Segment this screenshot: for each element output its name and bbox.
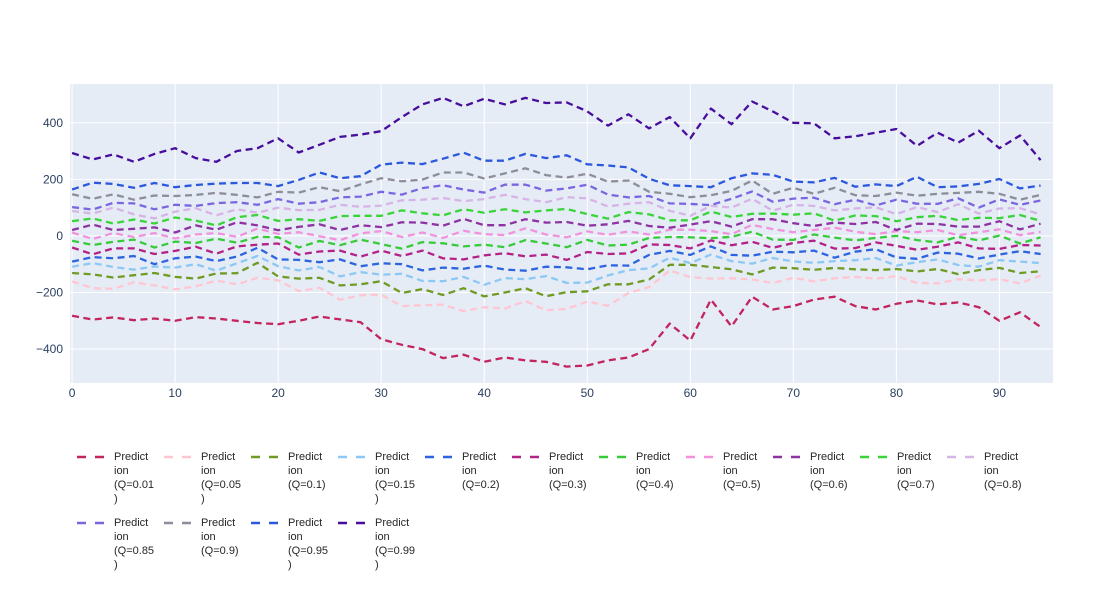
legend-item-q0.01[interactable]: Predict ion (Q=0.01): [77, 450, 164, 506]
legend-dash-swatch-icon: [77, 521, 107, 525]
x-tick-label: 10: [168, 386, 182, 400]
legend-dash-swatch-icon: [338, 521, 368, 525]
quantile-chart: 0 10 20 30 40 50 60 70 80 90 400 200 0 −200 −400: [36, 84, 1053, 400]
series-line-q0.9: [71, 167, 1041, 201]
legend-label: Predict ion (Q=0.4): [636, 451, 674, 491]
legend-item-q0.99[interactable]: Predict ion (Q=0.99): [338, 516, 425, 572]
x-tick-label: 60: [684, 386, 698, 400]
legend-label: Predict ion (Q=0.01): [114, 451, 155, 505]
legend-item-q0.9[interactable]: Predict ion (Q=0.9): [164, 516, 251, 558]
legend-dash-swatch-icon: [599, 455, 629, 459]
series-line-q0.15: [71, 253, 1041, 286]
series-line-q0.3: [71, 239, 1041, 262]
legend-label: Predict ion (Q=0.99): [375, 517, 416, 571]
y-tick-label: −200: [36, 285, 63, 299]
tick-labels: 0 10 20 30 40 50 60 70 80 90 400 200 0 −200 −400: [36, 116, 1006, 400]
legend-item-q0.7[interactable]: Predict ion (Q=0.7): [860, 450, 947, 492]
legend-dash-swatch-icon: [251, 455, 281, 459]
legend-label: Predict ion (Q=0.6): [810, 451, 848, 491]
series-line-q0.99: [71, 96, 1042, 163]
legend-dash-swatch-icon: [947, 455, 977, 459]
legend-label: Predict ion (Q=0.7): [897, 451, 935, 491]
y-tick-label: 200: [43, 172, 63, 186]
x-tick-label: 40: [478, 386, 492, 400]
series-group: [71, 96, 1042, 368]
x-tick-label: 70: [787, 386, 801, 400]
legend-dash-swatch-icon: [77, 455, 107, 459]
legend-item-q0.15[interactable]: Predict ion (Q=0.15): [338, 450, 425, 506]
legend-dash-swatch-icon: [338, 455, 368, 459]
legend-item-q0.85[interactable]: Predict ion (Q=0.85): [77, 516, 164, 572]
series-line-q0.95: [71, 151, 1041, 191]
x-tick-label: 50: [581, 386, 595, 400]
legend-label: Predict ion (Q=0.05): [201, 451, 242, 505]
legend-dash-swatch-icon: [164, 455, 194, 459]
series-line-q0.7: [71, 207, 1041, 227]
legend-item-q0.95[interactable]: Predict ion (Q=0.95): [251, 516, 338, 572]
legend-dash-swatch-icon: [773, 455, 803, 459]
legend-item-q0.4[interactable]: Predict ion (Q=0.4): [599, 450, 686, 492]
legend-label: Predict ion (Q=0.85): [114, 517, 155, 571]
legend-label: Predict ion (Q=0.8): [984, 451, 1022, 491]
legend-label: Predict ion (Q=0.15): [375, 451, 416, 505]
x-tick-label: 0: [69, 386, 76, 400]
legend-item-q0.1[interactable]: Predict ion (Q=0.1): [251, 450, 338, 492]
legend-dash-swatch-icon: [425, 455, 455, 459]
legend-item-q0.05[interactable]: Predict ion (Q=0.05): [164, 450, 251, 506]
legend-label: Predict ion (Q=0.3): [549, 451, 587, 491]
legend-item-q0.3[interactable]: Predict ion (Q=0.3): [512, 450, 599, 492]
legend-label: Predict ion (Q=0.1): [288, 451, 326, 491]
x-tick-label: 90: [993, 386, 1007, 400]
y-tick-label: 400: [43, 116, 63, 130]
legend-dash-swatch-icon: [512, 455, 542, 459]
series-line-q0.4: [71, 230, 1041, 250]
series-line-q0.01: [71, 295, 1042, 368]
series-line-q0.6: [71, 217, 1041, 234]
legend-item-q0.8[interactable]: Predict ion (Q=0.8): [947, 450, 1034, 492]
legend-label: Predict ion (Q=0.9): [201, 517, 239, 557]
legend-label: Predict ion (Q=0.2): [462, 451, 500, 491]
legend-dash-swatch-icon: [251, 521, 281, 525]
series-line-q0.2: [71, 245, 1041, 272]
y-tick-label: −400: [36, 342, 63, 356]
series-line-q0.1: [72, 261, 1041, 298]
legend-dash-swatch-icon: [164, 521, 194, 525]
legend-dash-swatch-icon: [686, 455, 716, 459]
plot-area[interactable]: [70, 84, 1053, 383]
legend-item-q0.2[interactable]: Predict ion (Q=0.2): [425, 450, 512, 492]
x-tick-label: 20: [271, 386, 285, 400]
legend-item-q0.5[interactable]: Predict ion (Q=0.5): [686, 450, 773, 492]
series-line-q0.05: [71, 269, 1042, 313]
legend-label: Predict ion (Q=0.95): [288, 517, 329, 571]
legend-label: Predict ion (Q=0.5): [723, 451, 761, 491]
legend-dash-swatch-icon: [860, 455, 890, 459]
legend: Predict ion (Q=0.01) Predict ion (Q=0.05) Pred…: [0, 450, 1040, 582]
x-tick-label: 80: [890, 386, 904, 400]
series-line-q0.8: [71, 193, 1041, 220]
series-line-q0.85: [71, 183, 1041, 211]
series-line-q0.5: [71, 223, 1041, 242]
x-tick-label: 30: [375, 386, 389, 400]
y-tick-label: 0: [56, 229, 63, 243]
legend-item-q0.6[interactable]: Predict ion (Q=0.6): [773, 450, 860, 492]
